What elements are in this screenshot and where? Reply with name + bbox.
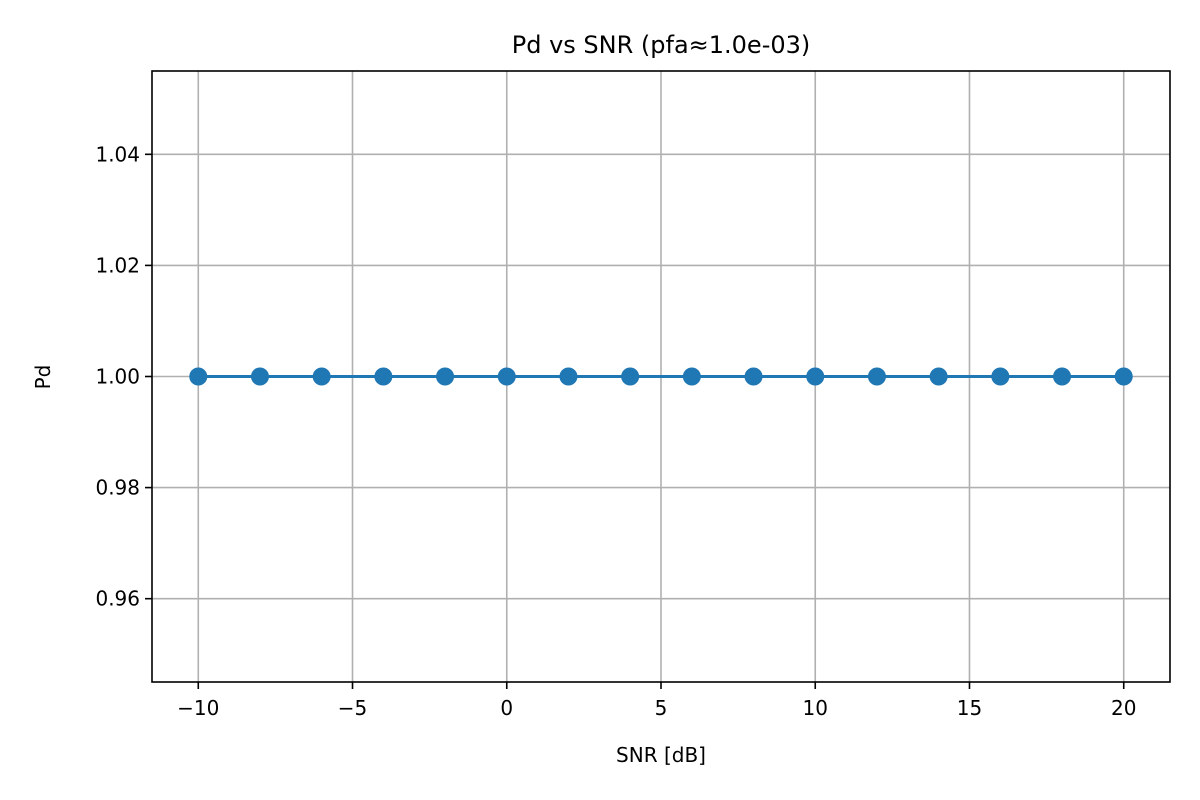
data-point-marker (929, 367, 948, 386)
data-point-marker (250, 367, 269, 386)
chart-title: Pd vs SNR (pfa≈1.0e-03) (512, 31, 811, 59)
data-point-marker (436, 367, 455, 386)
data-series (189, 367, 1133, 386)
y-axis-ticks: 0.96 0.98 1.00 1.02 1.04 (95, 142, 152, 611)
x-tick-label: 20 (1111, 696, 1136, 720)
y-axis-label: Pd (31, 365, 55, 390)
y-tick-label: 0.98 (95, 476, 140, 500)
data-point-marker (744, 367, 763, 386)
data-point-marker (374, 367, 393, 386)
data-point-marker (806, 367, 825, 386)
data-point-marker (1114, 367, 1133, 386)
data-point-marker (559, 367, 578, 386)
x-tick-label: 10 (803, 696, 828, 720)
data-point-marker (189, 367, 208, 386)
data-point-marker (991, 367, 1010, 386)
x-tick-label: 5 (655, 696, 668, 720)
y-tick-label: 1.02 (95, 253, 140, 277)
x-tick-label: −5 (338, 696, 367, 720)
y-tick-label: 0.96 (95, 587, 140, 611)
data-point-marker (621, 367, 640, 386)
y-tick-label: 1.04 (95, 142, 140, 166)
x-tick-label: −10 (177, 696, 219, 720)
y-tick-label: 1.00 (95, 365, 140, 389)
data-point-marker (682, 367, 701, 386)
data-point-marker (497, 367, 516, 386)
data-point-marker (1053, 367, 1072, 386)
x-tick-label: 15 (957, 696, 982, 720)
x-axis-label: SNR [dB] (616, 743, 706, 767)
data-point-marker (867, 367, 886, 386)
data-point-marker (312, 367, 331, 386)
x-tick-label: 0 (500, 696, 513, 720)
x-axis-ticks: −10 −5 0 5 10 15 20 (177, 682, 1136, 720)
